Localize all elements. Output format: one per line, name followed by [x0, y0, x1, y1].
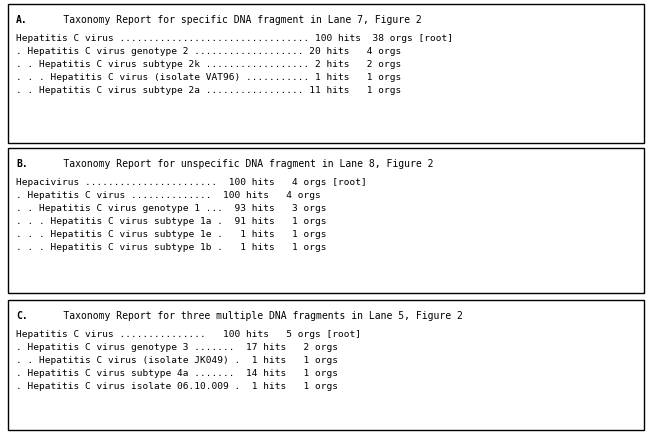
Bar [8, 4, 644, 143]
Text: . Hepatitis C virus genotype 2 ................... 20 hits   4 orgs: . Hepatitis C virus genotype 2 .........… [16, 47, 401, 56]
Text: . Hepatitis C virus genotype 3 .......  17 hits   2 orgs: . Hepatitis C virus genotype 3 ....... 1… [16, 343, 338, 352]
Text: . . Hepatitis C virus genotype 1 ...  93 hits   3 orgs: . . Hepatitis C virus genotype 1 ... 93 … [16, 204, 327, 213]
Bar [8, 300, 644, 430]
Text: C.: C. [16, 311, 28, 321]
Text: Hepatitis C virus ...............   100 hits   5 orgs [root]: Hepatitis C virus ............... 100 hi… [16, 330, 361, 339]
Text: A.: A. [16, 15, 28, 25]
Text: Hepacivirus .......................  100 hits   4 orgs [root]: Hepacivirus ....................... 100 … [16, 178, 366, 187]
Text: . . Hepatitis C virus subtype 2k .................. 2 hits   2 orgs: . . Hepatitis C virus subtype 2k .......… [16, 60, 401, 69]
Text: B.: B. [16, 159, 28, 169]
Bar [8, 148, 644, 293]
Text: . . . Hepatitis C virus subtype 1a .  91 hits   1 orgs: . . . Hepatitis C virus subtype 1a . 91 … [16, 217, 327, 226]
Text: Taxonomy Report for three multiple DNA fragments in Lane 5, Figure 2: Taxonomy Report for three multiple DNA f… [34, 311, 463, 321]
Text: . Hepatitis C virus ..............  100 hits   4 orgs: . Hepatitis C virus .............. 100 h… [16, 191, 321, 200]
Text: . . Hepatitis C virus (isolate JK049) .  1 hits   1 orgs: . . Hepatitis C virus (isolate JK049) . … [16, 356, 338, 365]
Text: . . Hepatitis C virus subtype 2a ................. 11 hits   1 orgs: . . Hepatitis C virus subtype 2a .......… [16, 86, 401, 95]
Text: Hepatitis C virus ................................. 100 hits  38 orgs [root]: Hepatitis C virus ......................… [16, 34, 453, 43]
Text: . . . Hepatitis C virus (isolate VAT96) ........... 1 hits   1 orgs: . . . Hepatitis C virus (isolate VAT96) … [16, 73, 401, 82]
Text: . Hepatitis C virus subtype 4a .......  14 hits   1 orgs: . Hepatitis C virus subtype 4a ....... 1… [16, 369, 338, 378]
Text: . . . Hepatitis C virus subtype 1e .   1 hits   1 orgs: . . . Hepatitis C virus subtype 1e . 1 h… [16, 230, 327, 239]
Text: Taxonomy Report for unspecific DNA fragment in Lane 8, Figure 2: Taxonomy Report for unspecific DNA fragm… [34, 159, 434, 169]
Text: . . . Hepatitis C virus subtype 1b .   1 hits   1 orgs: . . . Hepatitis C virus subtype 1b . 1 h… [16, 243, 327, 252]
Text: Taxonomy Report for specific DNA fragment in Lane 7, Figure 2: Taxonomy Report for specific DNA fragmen… [34, 15, 422, 25]
Text: . Hepatitis C virus isolate 06.10.009 .  1 hits   1 orgs: . Hepatitis C virus isolate 06.10.009 . … [16, 382, 338, 391]
